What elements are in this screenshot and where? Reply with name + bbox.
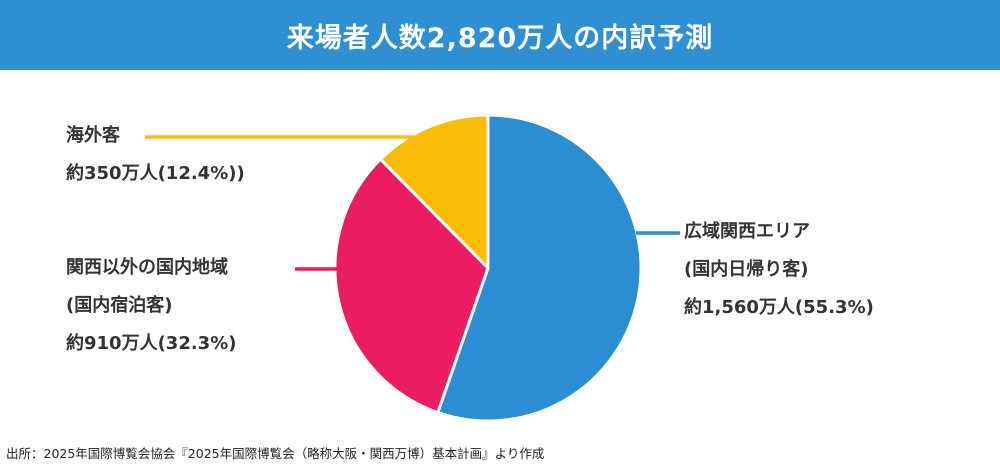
label-overseas-line1: 海外客: [66, 125, 120, 146]
label-domestic-day: 広域関西エリア (国内日帰り客) 約1,560万人(55.3%): [684, 213, 874, 327]
label-domestic-stay: 関西以外の国内地域 (国内宿泊客) 約910万人(32.3%): [66, 249, 236, 363]
label-domestic-stay-line1: 関西以外の国内地域: [66, 257, 228, 278]
label-domestic-day-line1: 広域関西エリア: [684, 221, 810, 242]
title-bar: 来場者人数2,820万人の内訳予測: [0, 0, 1000, 70]
pie-slice-domestic_stay: [333, 157, 490, 415]
label-domestic-day-line2: (国内日帰り客): [684, 259, 809, 280]
chart-title: 来場者人数2,820万人の内訳予測: [286, 22, 714, 54]
label-domestic-day-line3: 約1,560万人(55.3%): [684, 297, 874, 318]
label-overseas-line2: 約350万人(12.4%)): [66, 163, 245, 184]
source-note: 出所：2025年国際博覧会協会『2025年国際博覧会（略称大阪・関西万博）基本計…: [6, 446, 545, 461]
label-domestic-stay-line3: 約910万人(32.3%): [66, 333, 237, 354]
pie-slice-overseas: [378, 113, 490, 270]
label-domestic-stay-line2: (国内宿泊客): [66, 295, 173, 316]
label-overseas: 海外客 約350万人(12.4%)): [66, 117, 245, 193]
